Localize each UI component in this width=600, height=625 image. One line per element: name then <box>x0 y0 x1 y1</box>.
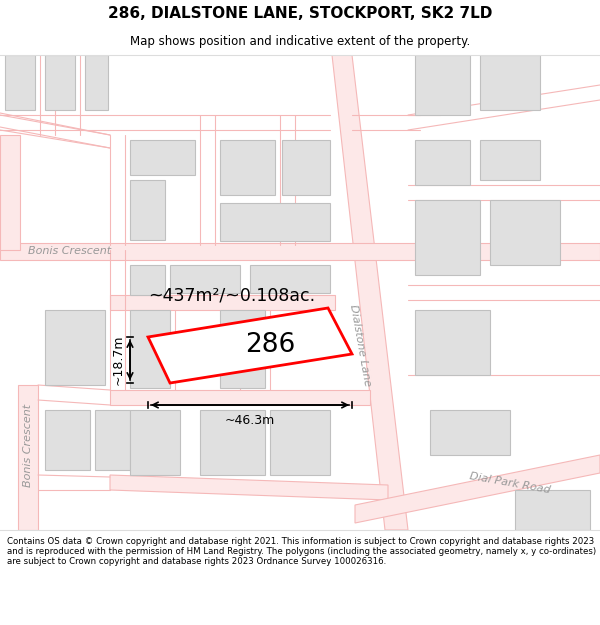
Text: Bonis Crescent: Bonis Crescent <box>28 246 111 256</box>
Polygon shape <box>480 140 540 180</box>
Polygon shape <box>282 140 330 195</box>
Text: Bonis Crescent: Bonis Crescent <box>23 404 33 486</box>
Polygon shape <box>480 55 540 110</box>
Polygon shape <box>415 310 490 375</box>
Polygon shape <box>415 55 470 115</box>
Polygon shape <box>85 55 108 110</box>
Polygon shape <box>148 308 352 383</box>
Polygon shape <box>5 55 35 110</box>
Polygon shape <box>515 490 590 530</box>
Polygon shape <box>110 475 388 500</box>
Polygon shape <box>355 455 600 523</box>
Polygon shape <box>332 55 408 530</box>
Polygon shape <box>250 265 330 293</box>
Polygon shape <box>415 140 470 185</box>
Polygon shape <box>45 410 90 470</box>
Polygon shape <box>0 135 20 250</box>
Text: Dial Park Road: Dial Park Road <box>469 471 551 495</box>
Polygon shape <box>45 55 75 110</box>
Polygon shape <box>95 410 130 470</box>
Text: Dialstone Lane: Dialstone Lane <box>348 303 372 387</box>
Text: ~46.3m: ~46.3m <box>225 414 275 428</box>
Polygon shape <box>45 310 105 385</box>
Polygon shape <box>110 390 370 405</box>
Polygon shape <box>130 265 165 295</box>
Polygon shape <box>130 140 195 175</box>
Polygon shape <box>220 140 275 195</box>
Polygon shape <box>415 200 480 275</box>
Polygon shape <box>220 310 265 388</box>
Text: 286: 286 <box>245 332 295 358</box>
Text: ~18.7m: ~18.7m <box>112 335 125 385</box>
Polygon shape <box>490 200 560 265</box>
Text: ~437m²/~0.108ac.: ~437m²/~0.108ac. <box>148 287 315 305</box>
Polygon shape <box>130 310 170 388</box>
Text: Contains OS data © Crown copyright and database right 2021. This information is : Contains OS data © Crown copyright and d… <box>7 537 596 566</box>
Polygon shape <box>110 295 335 310</box>
Polygon shape <box>0 243 600 260</box>
Polygon shape <box>270 410 330 475</box>
Polygon shape <box>18 385 38 530</box>
Polygon shape <box>430 410 510 455</box>
Polygon shape <box>130 410 180 475</box>
Polygon shape <box>220 203 330 241</box>
Text: 286, DIALSTONE LANE, STOCKPORT, SK2 7LD: 286, DIALSTONE LANE, STOCKPORT, SK2 7LD <box>108 6 492 21</box>
Polygon shape <box>200 410 265 475</box>
Text: Map shows position and indicative extent of the property.: Map shows position and indicative extent… <box>130 35 470 48</box>
Polygon shape <box>130 180 165 240</box>
Polygon shape <box>170 265 240 293</box>
